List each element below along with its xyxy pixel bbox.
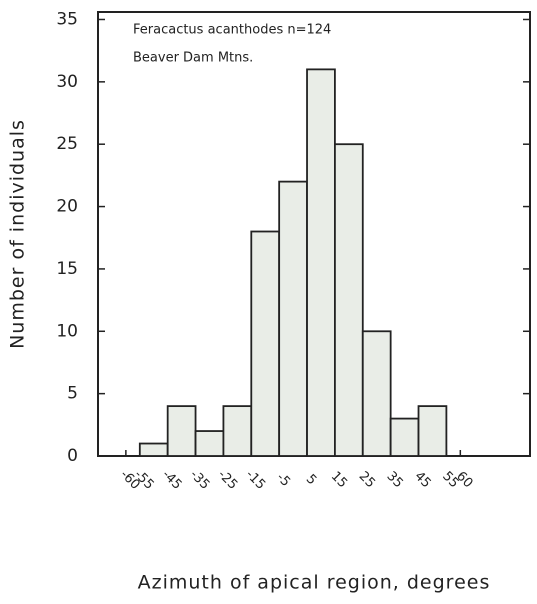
bar [306, 68, 336, 457]
annotation: Beaver Dam Mtns. [133, 51, 253, 66]
x-tick-label: 35 [383, 469, 405, 491]
y-tick-label: 35 [56, 9, 78, 29]
bar [389, 417, 420, 457]
x-tick-label: -5 [273, 470, 293, 490]
y-tick-label: 20 [56, 197, 78, 217]
x-tick-label: -45 [159, 467, 185, 493]
x-tick-label: 45 [411, 469, 433, 491]
y-tick-label: 10 [56, 321, 78, 341]
y-tick-label: 5 [67, 384, 78, 404]
y-tick-label: 25 [56, 134, 78, 154]
bar [194, 430, 225, 457]
y-axis-label: Number of individuals [7, 119, 29, 349]
x-tick-label: 60 [453, 469, 475, 491]
bar [138, 442, 169, 457]
annotation: Feracactus acanthodes n=124 [133, 23, 331, 38]
bar [250, 230, 281, 457]
bar [361, 330, 392, 457]
bar [222, 405, 253, 457]
bar [417, 405, 448, 457]
x-tick-label: 15 [328, 469, 350, 491]
bar [334, 143, 364, 457]
x-tick-label: 5 [303, 472, 319, 488]
x-tick-label: -35 [187, 467, 213, 493]
y-tick-label: 0 [67, 446, 78, 466]
y-tick-label: 30 [56, 72, 78, 92]
bar [278, 180, 308, 457]
x-tick-label: -25 [215, 467, 241, 493]
x-axis-label: Azimuth of apical region, degrees [138, 572, 491, 594]
x-tick-label: -15 [242, 467, 268, 493]
x-tick-label: 25 [356, 469, 378, 491]
y-tick-label: 15 [56, 259, 78, 279]
bar [166, 405, 197, 457]
